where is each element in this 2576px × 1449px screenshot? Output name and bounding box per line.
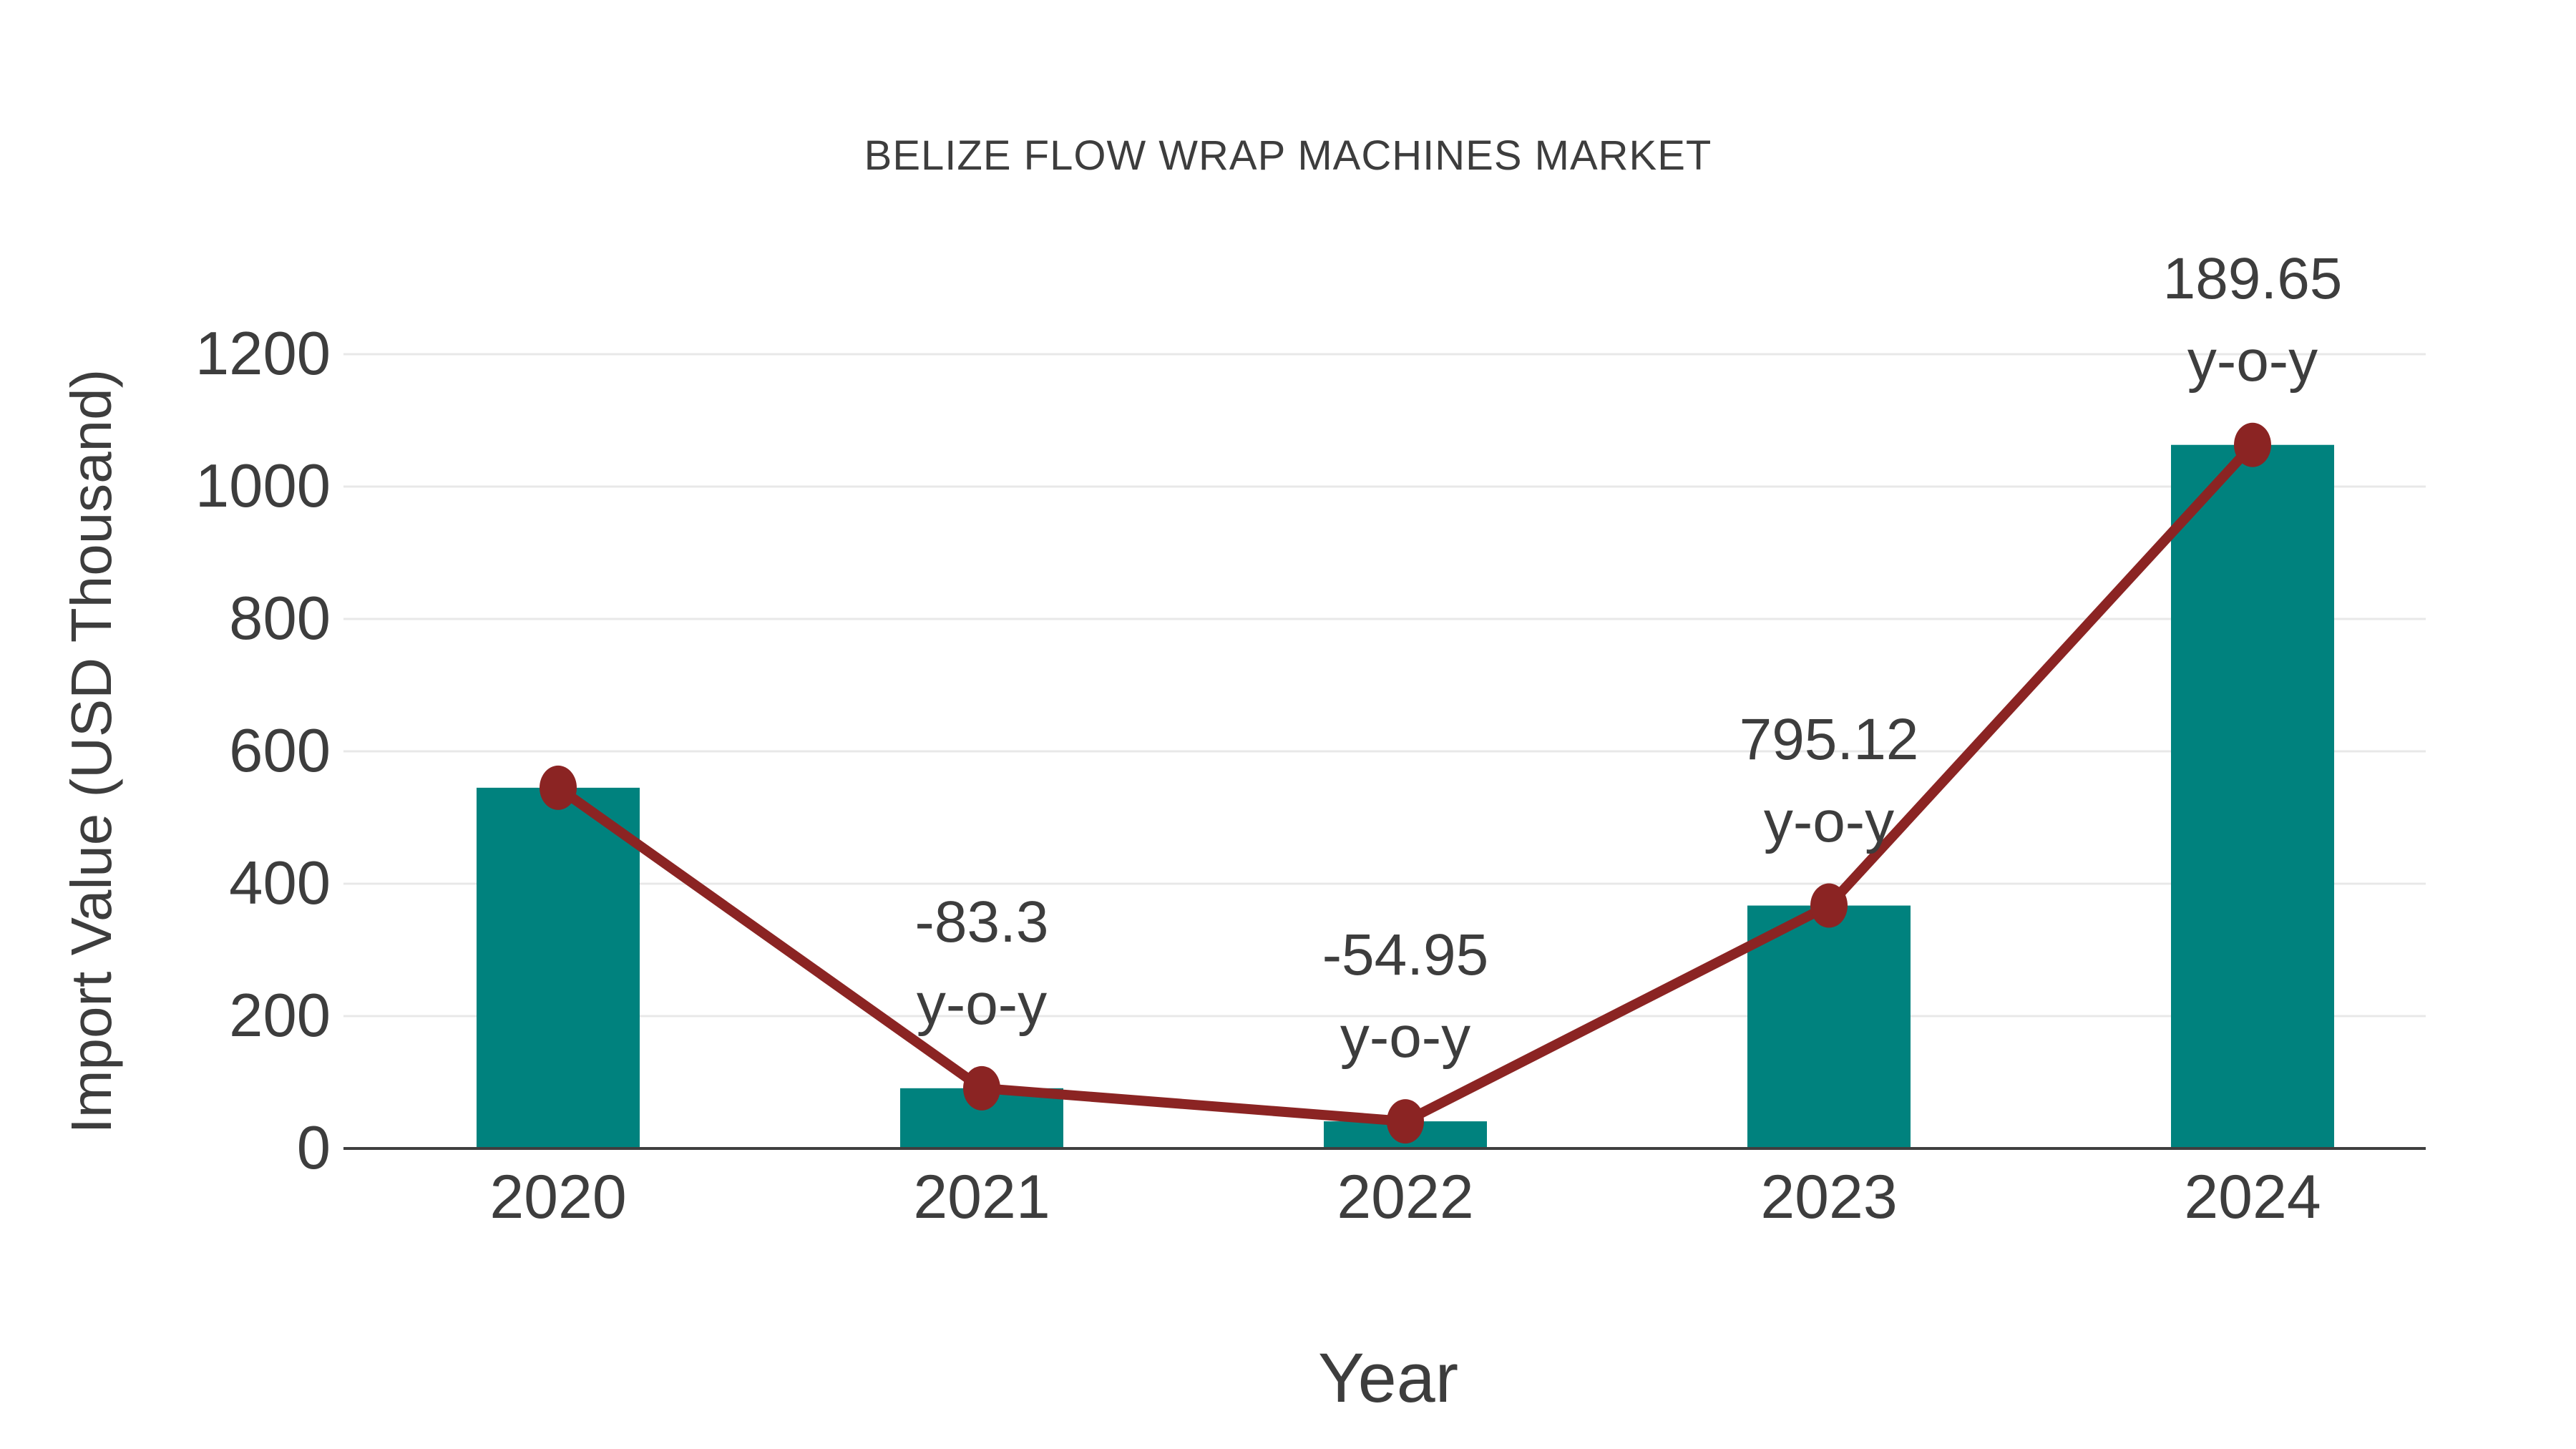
annotation-suffix: y-o-y [1763, 789, 1895, 854]
x-tick-label-2020: 2020 [489, 1163, 627, 1231]
annotation-value: 795.12 [1739, 706, 1919, 772]
annotation-2021: -83.3 y-o-y [696, 881, 1268, 1045]
bar-2024[interactable] [2171, 444, 2334, 1148]
x-tick-label-2021: 2021 [913, 1163, 1050, 1231]
annotation-value: 189.65 [2162, 245, 2343, 311]
y-tick-label-1200: 1200 [195, 320, 331, 388]
x-tick-label-2023: 2023 [1760, 1163, 1898, 1231]
annotation-suffix: y-o-y [916, 971, 1048, 1037]
bar-2020[interactable] [477, 787, 640, 1148]
y-tick-label-600: 600 [229, 717, 331, 785]
marker-2020[interactable] [540, 765, 577, 810]
marker-2023[interactable] [1810, 883, 1848, 928]
marker-2024[interactable] [2234, 422, 2271, 467]
marker-2021[interactable] [963, 1065, 1000, 1111]
x-tick-label-2022: 2022 [1337, 1163, 1474, 1231]
annotation-value: -54.95 [1322, 922, 1489, 988]
y-tick-label-0: 0 [296, 1114, 331, 1182]
annotation-2024: 189.65 y-o-y [1966, 238, 2539, 402]
annotation-value: -83.3 [914, 889, 1049, 955]
y-tick-label-400: 400 [229, 849, 331, 917]
annotation-suffix: y-o-y [1340, 1005, 1471, 1070]
x-tick-label-2024: 2024 [2184, 1163, 2321, 1231]
marker-2022[interactable] [1387, 1099, 1424, 1144]
annotation-2023: 795.12 y-o-y [1543, 698, 2115, 863]
chart-title: BELIZE FLOW WRAP MACHINES MARKET [864, 132, 1712, 179]
y-tick-label-200: 200 [229, 982, 331, 1050]
bar-2023[interactable] [1747, 905, 1911, 1148]
x-axis-title: Year [1318, 1339, 1458, 1417]
y-tick-label-800: 800 [229, 585, 331, 653]
annotation-suffix: y-o-y [2187, 328, 2318, 394]
annotation-2022: -54.95 y-o-y [1119, 914, 1692, 1078]
y-tick-label-1000: 1000 [195, 452, 331, 520]
